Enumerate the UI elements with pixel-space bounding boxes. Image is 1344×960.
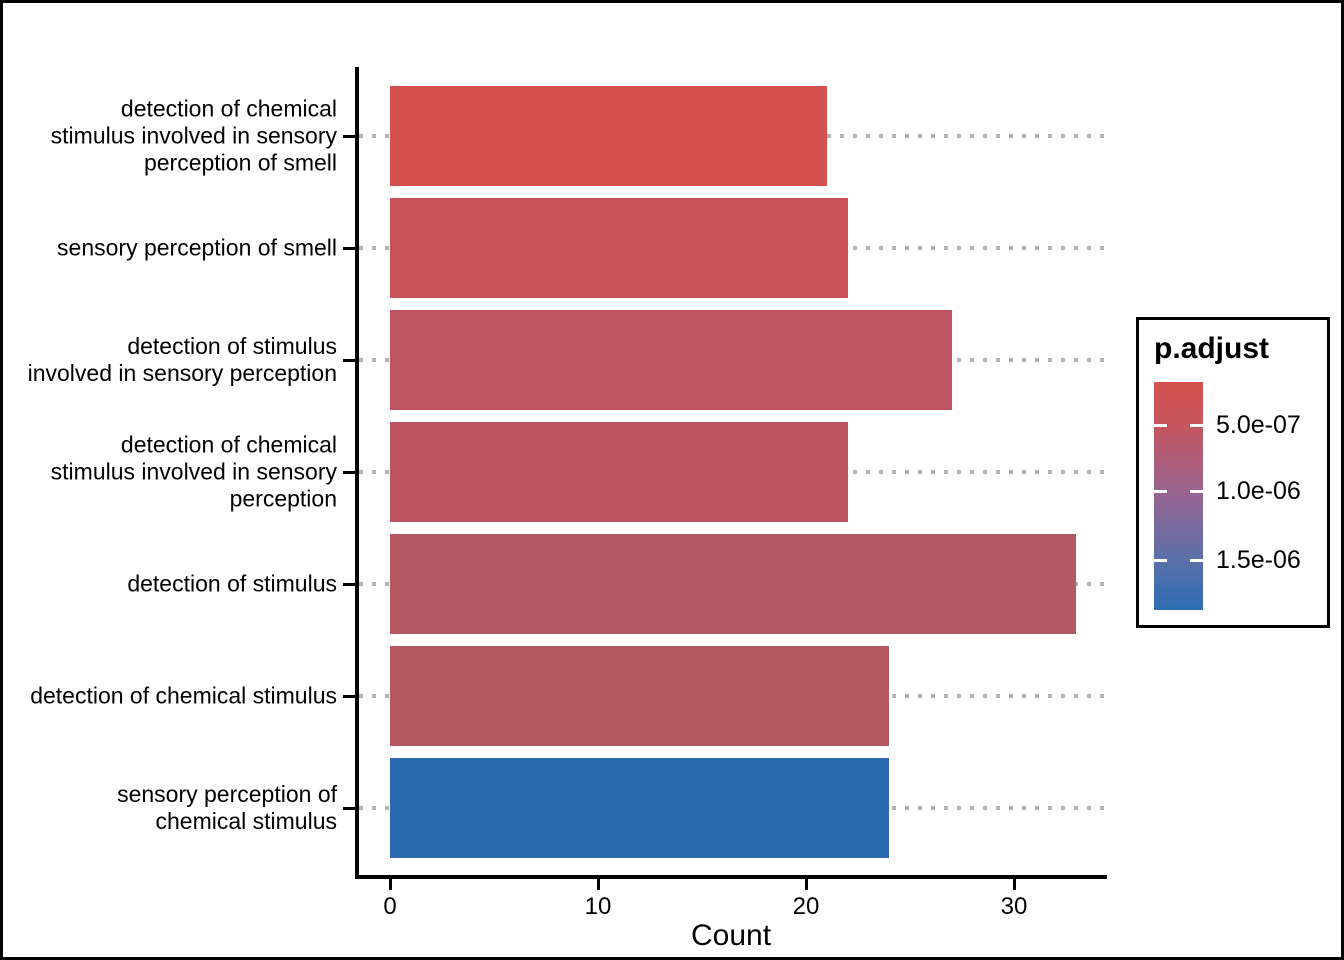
colorbar-tick-mark (1154, 490, 1167, 494)
y-axis-tick (343, 807, 356, 810)
y-axis-tick (343, 135, 356, 138)
bar (390, 646, 889, 746)
colorbar-tick-mark (1190, 558, 1203, 562)
x-axis-tick-label: 10 (584, 893, 612, 920)
y-axis-tick (343, 359, 356, 362)
x-axis-tick (805, 879, 808, 890)
colorbar-tick-mark (1190, 424, 1203, 428)
y-axis-tick (343, 695, 356, 698)
x-axis-tick (389, 879, 392, 890)
colorbar-tick-mark (1154, 424, 1167, 428)
x-axis-title: Count (690, 919, 772, 952)
x-axis-tick-label: 30 (1000, 893, 1028, 920)
legend-tick-label: 1.0e-06 (1216, 477, 1301, 506)
legend-tick-label: 5.0e-07 (1216, 411, 1301, 440)
x-axis-tick (597, 879, 600, 890)
y-axis-tick (343, 247, 356, 250)
bar (390, 198, 848, 298)
x-axis-tick (1013, 879, 1016, 890)
colorbar-gradient (1154, 382, 1203, 610)
y-axis-label: detection of chemical stimulus involved … (50, 95, 337, 176)
legend-tick-label: 1.5e-06 (1216, 545, 1301, 574)
bar (390, 310, 952, 410)
y-axis-line (355, 67, 359, 879)
bar (390, 758, 889, 858)
y-axis-label: detection of stimulus involved in sensor… (27, 333, 337, 386)
y-axis-tick (343, 583, 356, 586)
x-axis-tick-label: 0 (383, 893, 397, 920)
y-axis-tick (343, 471, 356, 474)
legend-padjust: p.adjust 5.0e-07 1.0e-06 1.5e-06 (1136, 317, 1330, 628)
x-axis-tick-label: 20 (792, 893, 820, 920)
y-axis-label: sensory perception of chemical stimulus (117, 781, 337, 834)
legend-title: p.adjust (1154, 332, 1270, 365)
y-axis-label: detection of stimulus (127, 570, 337, 597)
y-axis-label: detection of chemical stimulus involved … (50, 431, 337, 512)
y-axis-label: detection of chemical stimulus (30, 682, 337, 709)
y-axis-label: sensory perception of smell (57, 234, 337, 261)
bar (390, 534, 1076, 634)
bar (390, 422, 848, 522)
x-axis-line (355, 875, 1107, 879)
colorbar-tick-mark (1190, 490, 1203, 494)
colorbar-tick-mark (1154, 558, 1167, 562)
bar (390, 86, 827, 186)
